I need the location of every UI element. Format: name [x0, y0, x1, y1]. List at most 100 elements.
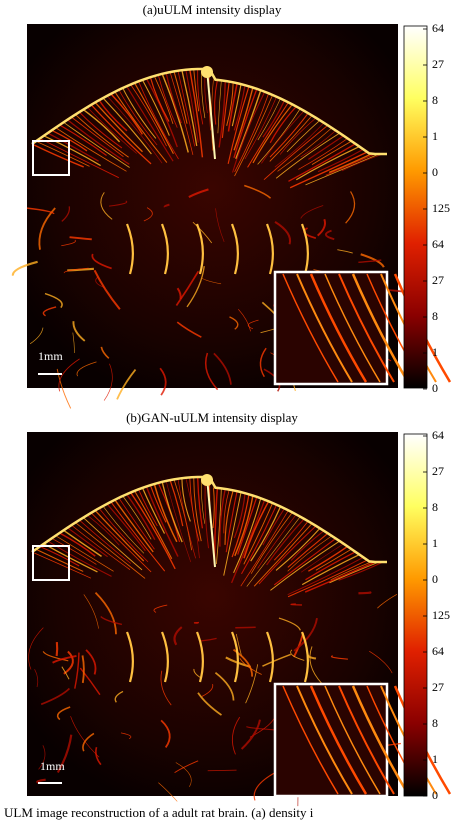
vessel [257, 108, 301, 165]
panel: (a)uULM intensity display 1mm 64 27 8 1 0 125… [11, 2, 452, 409]
vessel [126, 493, 156, 541]
vessel [90, 104, 152, 165]
vessel [231, 716, 241, 755]
vessel [309, 646, 323, 684]
vessel [287, 559, 368, 598]
vessel [204, 352, 219, 391]
vessel [300, 631, 309, 683]
vessel [273, 538, 337, 586]
vessel [215, 488, 222, 565]
vessel [71, 524, 131, 570]
vessel [317, 148, 364, 173]
vessel [165, 480, 192, 563]
vessel [243, 502, 274, 565]
vessel [181, 70, 198, 147]
vessel [227, 83, 238, 132]
vessel [275, 132, 340, 179]
vessel [36, 778, 46, 784]
vessel [262, 653, 291, 667]
vessel [175, 762, 192, 788]
vessel [149, 77, 170, 122]
vessel [75, 522, 146, 579]
vessel [55, 127, 127, 172]
vessel [273, 520, 309, 561]
vessel [51, 129, 88, 152]
vessel [42, 651, 69, 662]
vessel [289, 151, 368, 189]
vessel [47, 540, 112, 577]
vessel [223, 489, 230, 534]
vessel [85, 649, 97, 675]
vessel [86, 514, 120, 546]
vessel [63, 121, 130, 168]
vessel [300, 205, 324, 219]
vessel [98, 507, 149, 563]
inset [273, 270, 389, 386]
vessel [246, 516, 301, 587]
vessel [195, 223, 204, 275]
vessel [262, 100, 286, 138]
vessel [173, 479, 193, 551]
vessel [82, 732, 95, 752]
vessel [102, 97, 152, 155]
vessel [279, 117, 317, 155]
vessel [102, 505, 145, 554]
vessel [214, 671, 235, 701]
roi-box [32, 140, 70, 176]
vessel [141, 487, 166, 534]
vessel [71, 116, 124, 157]
vessel [244, 184, 272, 199]
vessel [120, 732, 132, 739]
colorbar-tick-label: 8 [432, 716, 438, 730]
vessel [130, 492, 176, 570]
vessel [231, 84, 242, 127]
vessel [158, 782, 178, 802]
vessel [79, 667, 101, 696]
vessel [138, 81, 179, 160]
vessel [227, 86, 250, 164]
vessel [94, 591, 117, 635]
vessel [278, 617, 301, 631]
vessel [134, 490, 173, 559]
vessel [247, 319, 259, 330]
vessel [304, 561, 376, 593]
inset-vessel [324, 273, 381, 383]
vessel [40, 687, 71, 706]
vessel [52, 655, 77, 664]
vessel [173, 71, 188, 124]
vessel [160, 223, 169, 275]
vessel [277, 127, 333, 172]
vessel [95, 276, 105, 289]
vessel [193, 621, 199, 624]
vessel [39, 545, 80, 567]
vessel [103, 363, 113, 401]
vessel [193, 69, 200, 112]
vessel [174, 760, 199, 774]
vessel [330, 655, 348, 660]
vessel [240, 510, 289, 587]
colorbar-tick-label: 0 [432, 572, 438, 586]
vessel [59, 124, 107, 156]
vessel [234, 94, 273, 177]
vessel [317, 218, 326, 237]
vessel [287, 532, 329, 568]
colorbar-tick-label: 125 [432, 201, 450, 215]
colorbar-tick-label: 27 [432, 57, 444, 71]
vessel [274, 122, 325, 168]
vessel [269, 112, 309, 158]
vessel [201, 277, 222, 285]
vessel [325, 153, 376, 176]
colorbar-tick-label: 64 [432, 21, 444, 35]
vessel [177, 478, 196, 559]
vessel [56, 706, 71, 721]
vessel [38, 745, 46, 770]
colorbar [403, 433, 428, 797]
vessel [308, 135, 344, 160]
inset [273, 682, 389, 798]
vessel [35, 140, 90, 167]
vessel [189, 477, 200, 542]
vessel [114, 499, 154, 553]
vessel [114, 690, 124, 703]
vessel [83, 594, 99, 629]
midline-vessel [206, 68, 216, 160]
